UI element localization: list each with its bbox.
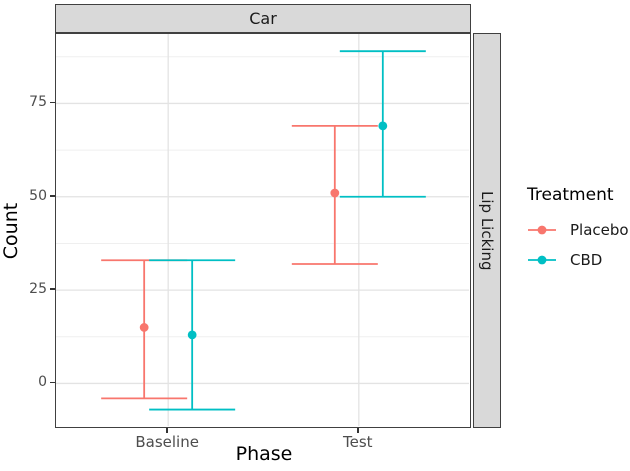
y-tick-label: 50 [29,187,47,204]
facet-strip-right: Lip Licking [473,33,501,428]
facet-strip-right-label: Lip Licking [478,190,496,271]
y-axis-title: Count [0,202,22,260]
facet-strip-top: Car [55,4,471,33]
y-tick-mark [50,381,55,384]
legend-item-label: CBD [570,251,603,269]
plot-panel [55,33,471,428]
legend-item-placebo: Placebo [527,215,629,245]
x-tick-label: Baseline [135,433,199,451]
legend: Treatment Placebo CBD [527,185,629,275]
cbd-errorbar-key-icon [528,255,556,265]
placebo-errorbar-key-icon [528,225,556,235]
legend-item-label: Placebo [570,221,629,239]
y-tick-label: 75 [29,94,47,111]
x-axis-title: Phase [235,443,293,465]
y-tick-mark [50,288,55,290]
errorbar-cbd-baseline-mean-point [187,330,197,340]
y-tick-label: 25 [29,281,47,298]
facet-strip-top-label: Car [249,9,277,28]
errorbar-placebo-test-mean-point [330,188,340,198]
x-tick-label: Test [343,433,373,451]
y-tick-mark [50,195,55,197]
errorbar-placebo-baseline-mean-point [139,323,149,332]
legend-item-cbd: CBD [527,245,629,275]
x-tick-mark [357,428,359,433]
y-tick-label: 0 [38,374,47,391]
errorbar-cbd-test-mean-point [378,121,388,131]
legend-title: Treatment [527,185,614,205]
y-tick-mark [50,101,55,104]
chart-canvas [56,34,469,426]
x-tick-mark [166,428,168,433]
